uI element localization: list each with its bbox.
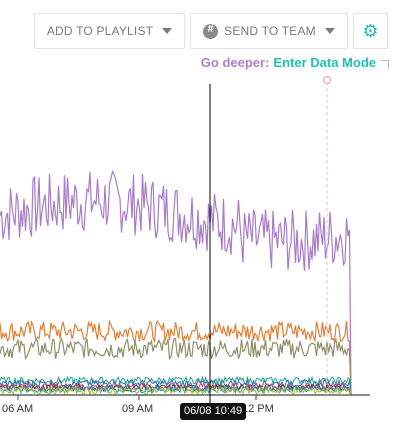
add-to-playlist-label: ADD TO PLAYLIST xyxy=(46,24,154,38)
cursor-time-tooltip: 06/08 10:49 xyxy=(180,403,247,420)
time-series-chart[interactable] xyxy=(0,70,405,428)
x-tick-label-06am: 06 AM xyxy=(2,403,34,415)
series-line-8 xyxy=(0,385,352,396)
series-line-2 xyxy=(0,337,352,396)
send-to-team-button[interactable]: SEND TO TEAM xyxy=(190,13,348,49)
go-deeper-banner: Go deeper: Enter Data Mode xyxy=(201,55,389,70)
series-line-3 xyxy=(0,375,352,396)
series-layer xyxy=(0,169,352,396)
add-to-playlist-button[interactable]: ADD TO PLAYLIST xyxy=(34,13,185,49)
settings-button[interactable]: ⚙ xyxy=(353,13,388,49)
gear-icon: ⚙ xyxy=(362,21,379,41)
go-deeper-prefix: Go deeper: xyxy=(200,55,270,70)
slack-icon xyxy=(203,23,219,39)
send-to-team-label: SEND TO TEAM xyxy=(224,24,316,38)
now-marker-dot xyxy=(322,75,332,85)
expand-corner-icon xyxy=(381,60,389,69)
x-tick-label-09am: 09 AM xyxy=(122,403,154,415)
series-line-1 xyxy=(0,319,352,396)
enter-data-mode-link[interactable]: Enter Data Mode xyxy=(273,55,376,70)
chevron-down-icon xyxy=(162,28,173,34)
x-tick-label-12pm: 12 PM xyxy=(242,403,274,415)
series-line-4 xyxy=(0,378,352,396)
series-line-0 xyxy=(0,169,352,396)
toolbar: ADD TO PLAYLIST SEND TO TEAM ⚙ xyxy=(0,13,405,51)
chevron-down-icon xyxy=(324,28,335,34)
